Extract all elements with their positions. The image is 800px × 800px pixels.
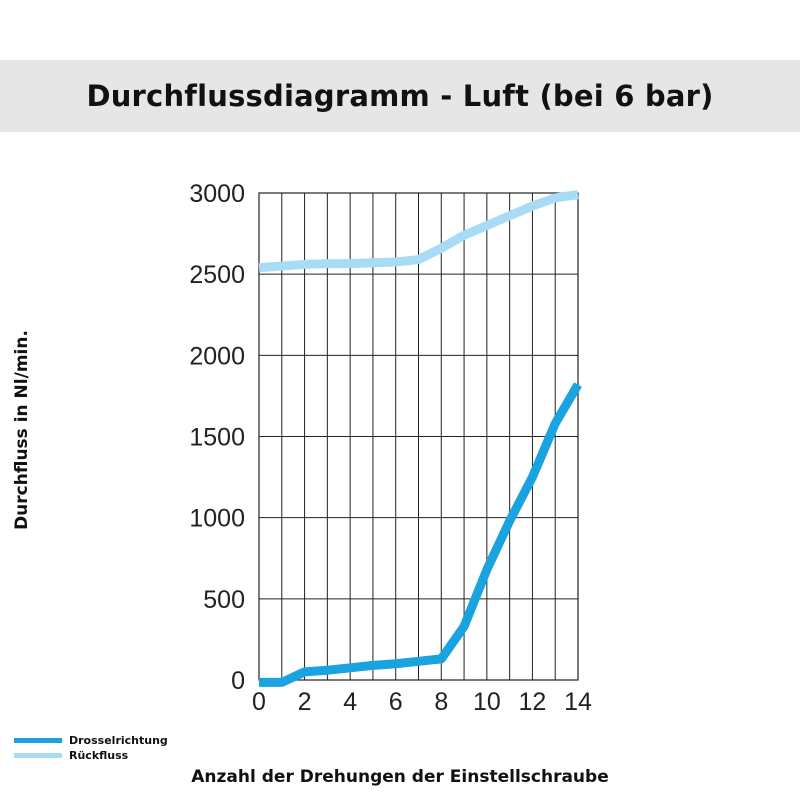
y-tick-label: 1000 xyxy=(189,505,245,533)
tick-labels: 0 500 1000 1500 2000 2500 3000 0 2 4 6 8 10 12 14 xyxy=(189,180,592,716)
x-tick-label: 8 xyxy=(434,688,448,716)
legend-swatch-drosselrichtung xyxy=(14,738,62,743)
x-tick-label: 10 xyxy=(473,688,501,716)
x-tick-label: 14 xyxy=(564,688,592,716)
y-axis-label: Durchfluss in Nl/min. xyxy=(12,330,32,530)
y-tick-label: 3000 xyxy=(189,180,245,208)
series-line-rueckfluss xyxy=(258,190,579,273)
x-tick-label: 0 xyxy=(252,688,266,716)
plot-frame xyxy=(258,192,579,681)
y-tick-label: 1500 xyxy=(189,424,245,452)
legend-label-drosselrichtung: Drosselrichtung xyxy=(69,734,168,747)
x-tick-label: 4 xyxy=(343,688,357,716)
title-band: Durchflussdiagramm - Luft (bei 6 bar) xyxy=(0,60,800,132)
legend-item-drosselrichtung: Drosselrichtung xyxy=(14,733,168,748)
legend-item-rueckfluss: Rückfluss xyxy=(14,748,168,763)
y-tick-label: 2500 xyxy=(189,261,245,289)
y-tick-label: 500 xyxy=(203,586,245,614)
y-tick-label: 2000 xyxy=(189,342,245,370)
x-tick-label: 12 xyxy=(519,688,547,716)
y-tick-label: 0 xyxy=(231,667,245,695)
series-line-drosselrichtung xyxy=(259,382,582,687)
series-lines xyxy=(258,190,582,687)
chart-title: Durchflussdiagramm - Luft (bei 6 bar) xyxy=(86,79,714,113)
grid xyxy=(258,192,579,681)
x-tick-label: 6 xyxy=(389,688,403,716)
legend: Drosselrichtung Rückfluss xyxy=(14,733,168,763)
legend-label-rueckfluss: Rückfluss xyxy=(69,749,129,762)
x-axis-label: Anzahl der Drehungen der Einstellschraub… xyxy=(191,767,609,787)
x-tick-label: 2 xyxy=(298,688,312,716)
legend-swatch-rueckfluss xyxy=(14,753,62,758)
